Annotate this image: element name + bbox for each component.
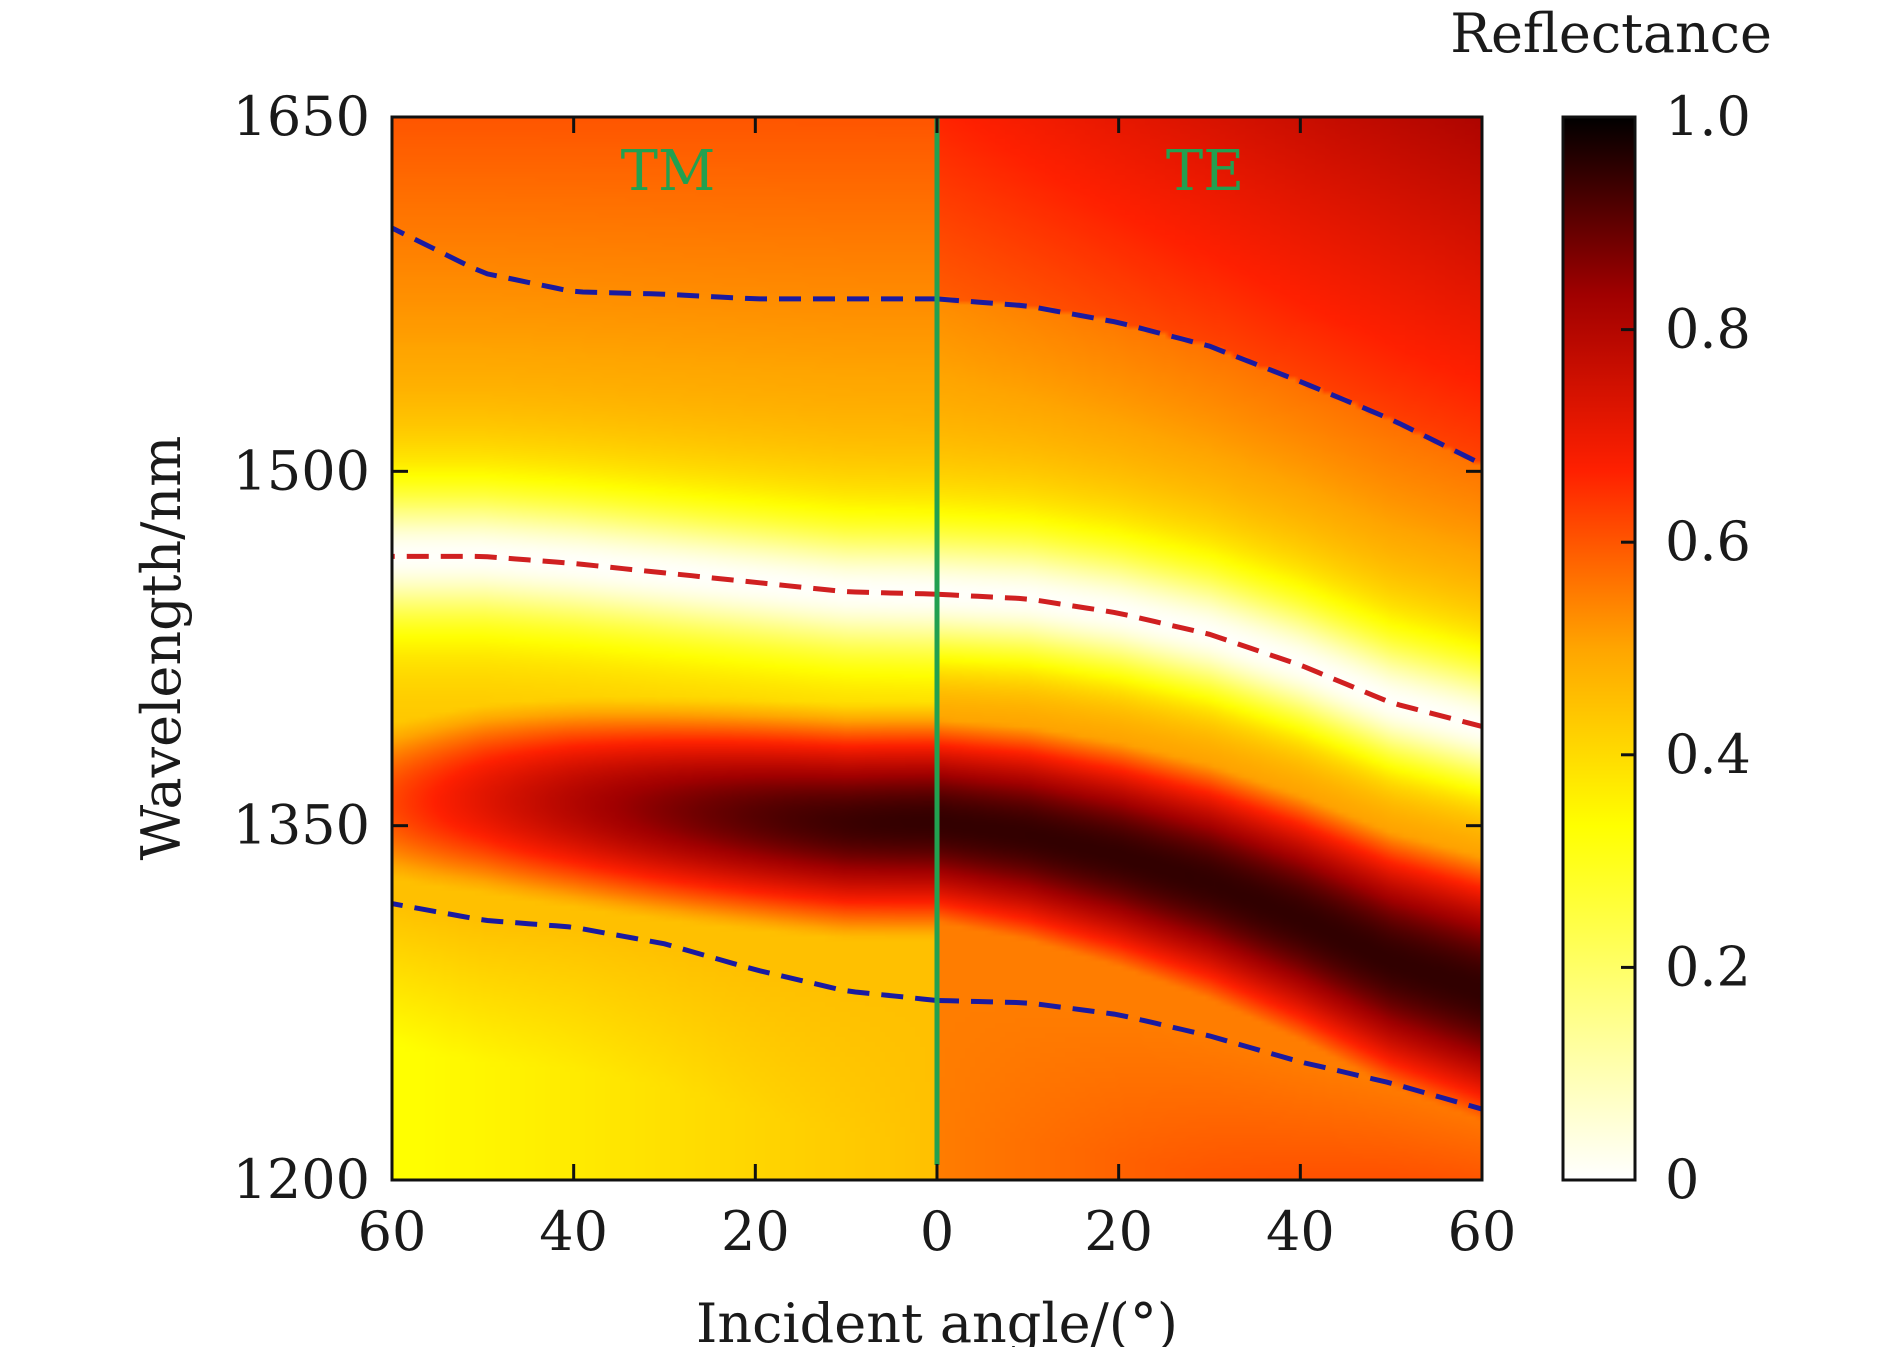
y-tick-label: 1200: [233, 1148, 370, 1211]
x-axis-title: Incident angle/(°): [696, 1292, 1178, 1347]
colorbar-tick-label: 1.0: [1665, 85, 1751, 148]
colorbar-tick-label: 0.4: [1665, 723, 1751, 786]
x-tick-label: 40: [539, 1200, 608, 1263]
colorbar: [1561, 115, 1637, 1182]
x-tick-label: 60: [358, 1200, 427, 1263]
curve-3-tm: [392, 901, 938, 1003]
x-tick-label: 20: [721, 1200, 790, 1263]
y-axis-title: Wavelength/nm: [130, 436, 193, 861]
x-tick-label: 40: [1266, 1200, 1335, 1263]
y-tick-label: 1500: [233, 439, 370, 502]
curve-2-te: [936, 591, 1482, 729]
panel-label-tm: TM: [621, 139, 716, 204]
curve-3-te: [936, 998, 1482, 1112]
curves: [392, 225, 1482, 1112]
y-tick-label: 1350: [233, 794, 370, 857]
colorbar-tick-label: 0.6: [1665, 510, 1751, 573]
y-tick-label: 1650: [233, 85, 370, 148]
curve-1-te: [936, 296, 1482, 467]
colorbar-tick-label: 0.2: [1665, 935, 1751, 998]
curve-2-tm: [392, 553, 938, 597]
x-tick-label: 0: [920, 1200, 954, 1263]
x-tick-label: 60: [1448, 1200, 1517, 1263]
curve-1-tm: [392, 225, 937, 302]
panel-label-te: TE: [1166, 139, 1244, 204]
colorbar-tick-label: 0.8: [1665, 298, 1751, 361]
colorbar-tick-label: 0: [1665, 1148, 1699, 1211]
x-tick-label: 20: [1084, 1200, 1153, 1263]
colorbar-ticks: 0 0.2 0.4 0.6 0.8 1.0: [1621, 85, 1751, 1211]
colorbar-title: Reflectance: [1450, 2, 1772, 65]
